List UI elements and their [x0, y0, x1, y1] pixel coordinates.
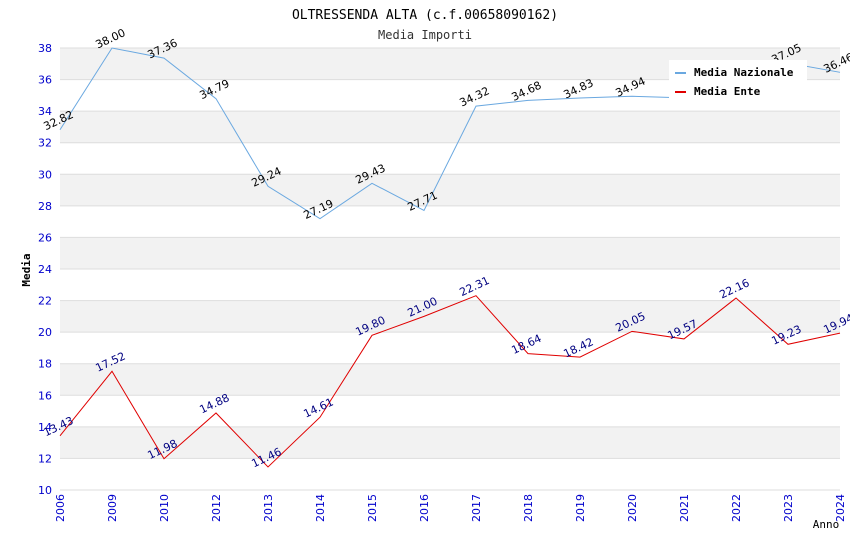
x-tick-label: 2010 [158, 494, 171, 522]
legend-label-media-ente: Media Ente [694, 85, 761, 98]
plot-background-bands [60, 47, 840, 491]
x-axis-label: Anno [813, 518, 840, 531]
chart-subtitle: Media Importi [378, 28, 472, 42]
y-tick-label: 24 [38, 263, 52, 276]
grid-band [60, 363, 840, 396]
x-tick-label: 2021 [678, 494, 691, 522]
grid-band [60, 426, 840, 459]
grid-band [60, 300, 840, 333]
y-tick-label: 10 [38, 484, 52, 497]
grid-band [60, 205, 840, 238]
x-tick-label: 2013 [262, 494, 275, 522]
x-tick-label: 2023 [782, 494, 795, 522]
legend: Media Nazionale Media Ente [669, 60, 807, 102]
y-tick-label: 32 [38, 137, 52, 150]
y-tick-label: 22 [38, 295, 52, 308]
y-tick-label: 26 [38, 231, 52, 244]
legend-label-media-nazionale: Media Nazionale [694, 66, 794, 79]
x-tick-label: 2018 [522, 494, 535, 522]
y-tick-label: 38 [38, 42, 52, 55]
grid-band [60, 237, 840, 269]
grid-band [60, 111, 840, 143]
x-tick-label: 2020 [626, 494, 639, 522]
y-tick-label: 30 [38, 168, 52, 181]
x-tick-label: 2015 [366, 494, 379, 522]
x-tick-label: 2016 [418, 494, 431, 522]
y-tick-label: 28 [38, 200, 52, 213]
x-tick-label: 2012 [210, 494, 223, 522]
x-tick-label: 2024 [834, 494, 847, 522]
chart-title: OLTRESSENDA ALTA (c.f.00658090162) [292, 8, 558, 23]
grid-band [60, 458, 840, 490]
x-tick-label: 2019 [574, 494, 587, 522]
legend-box [669, 60, 807, 102]
grid-band [60, 174, 840, 206]
y-axis-label: Media [20, 253, 33, 286]
grid-band [60, 269, 840, 301]
y-tick-label: 34 [38, 105, 52, 118]
x-tick-label: 2017 [470, 494, 483, 522]
y-tick-label: 16 [38, 389, 52, 402]
grid-band [60, 395, 840, 427]
grid-band [60, 332, 840, 364]
y-tick-label: 36 [38, 74, 52, 87]
y-tick-label: 12 [38, 452, 52, 465]
x-tick-label: 2014 [314, 494, 327, 522]
x-tick-label: 2022 [730, 494, 743, 522]
x-tick-label: 2009 [106, 494, 119, 522]
y-tick-label: 18 [38, 358, 52, 371]
y-tick-label: 14 [38, 421, 52, 434]
x-tick-label: 2006 [54, 494, 67, 522]
series-line-media-ente [59, 295, 841, 468]
y-tick-label: 20 [38, 326, 52, 339]
